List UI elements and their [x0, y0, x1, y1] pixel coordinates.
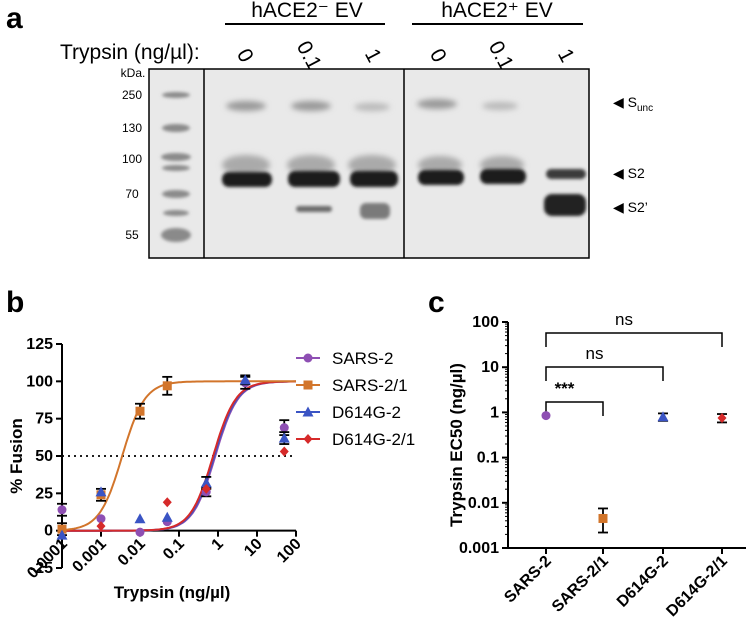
legend-label: D614G-2/1 — [332, 430, 415, 449]
y-tick-label: 0 — [44, 523, 53, 540]
y-tick-label: 1 — [490, 404, 499, 421]
lane-label: 0 — [232, 45, 258, 66]
panel-a-letter: a — [6, 2, 23, 35]
y-tick-label: 10 — [481, 359, 499, 376]
lane-label: 1 — [360, 45, 386, 66]
marker-label: 250 — [122, 88, 142, 102]
group-right-label: hACE2⁺ EV — [441, 0, 552, 22]
significance-label: ns — [615, 310, 633, 329]
panel-b-letter: b — [6, 286, 24, 319]
marker-label: 130 — [122, 121, 142, 135]
sample-bands — [222, 99, 586, 219]
y-axis-title: Trypsin EC50 (ng/µl) — [447, 363, 466, 527]
fit-curve-sars-2-1 — [61, 380, 296, 531]
lane-label: 1 — [553, 45, 579, 66]
significance-bracket — [545, 366, 664, 381]
sunc-label: ◀ Sunc — [613, 94, 653, 114]
y-tick-label: 75 — [35, 411, 53, 428]
data-point — [201, 483, 211, 494]
y-tick-label: 100 — [26, 373, 53, 390]
data-point — [134, 513, 146, 524]
legend-marker — [303, 353, 313, 363]
data-point-sars-2 — [541, 411, 551, 421]
y-tick-label: 125 — [26, 336, 53, 353]
legend-label: SARS-2/1 — [332, 376, 408, 395]
data-point — [57, 524, 67, 534]
x-tick-label: 0.1 — [160, 535, 188, 563]
legend-label: D614G-2 — [332, 403, 401, 422]
significance-label: *** — [555, 379, 575, 398]
panel-c-letter: c — [428, 286, 445, 319]
x-tick-label: SARS-2/1 — [549, 553, 612, 616]
x-tick-label: 0.001 — [69, 535, 109, 575]
data-point — [161, 511, 173, 522]
ec50-chart: 0.001 0.01 0.1 1 10 100 Trypsin EC50 (ng/µl) SA… — [447, 310, 746, 620]
marker-label: 55 — [125, 228, 139, 242]
data-point — [56, 529, 68, 540]
data-point — [162, 497, 172, 508]
data-point — [200, 477, 212, 488]
trypsin-label: Trypsin (ng/µl): — [60, 41, 200, 64]
legend-marker — [303, 380, 313, 390]
data-point — [57, 505, 67, 515]
y-tick-label: 25 — [35, 485, 53, 502]
x-tick-label: 1 — [209, 535, 227, 553]
data-point — [278, 432, 290, 443]
x-tick-label: D614G-2 — [614, 553, 672, 611]
x-tick-label: SARS-2 — [501, 553, 555, 607]
western-blot — [148, 68, 590, 259]
data-point — [162, 381, 172, 391]
kda-label: kDa. — [121, 66, 146, 80]
significance-bracket — [545, 401, 604, 416]
group-left-label: hACE2⁻ EV — [251, 0, 362, 22]
y-tick-label: 50 — [35, 448, 53, 465]
data-point-sars-2-1 — [598, 513, 608, 523]
y-tick-label: 0.01 — [468, 495, 499, 512]
significance-bracket — [545, 332, 723, 347]
y-axis-title: % Fusion — [7, 418, 26, 494]
data-point — [279, 446, 289, 457]
data-point-d614g-2 — [657, 411, 669, 422]
x-tick-label: 0.01 — [115, 535, 149, 569]
y-tick-label: 0.001 — [459, 540, 499, 557]
y-tick-label: 100 — [472, 314, 499, 331]
ladder-lane — [161, 92, 191, 242]
legend-marker — [302, 406, 314, 417]
data-point — [135, 406, 145, 416]
y-tick-label: -25 — [30, 560, 53, 577]
data-point — [96, 521, 106, 532]
blot-border — [148, 68, 590, 259]
legend-marker — [303, 434, 313, 444]
y-tick-label: 0.1 — [477, 450, 499, 467]
x-tick-label: 100 — [274, 535, 305, 566]
significance-label: ns — [586, 344, 604, 363]
marker-labels: 250 130 100 70 55 — [122, 88, 142, 242]
lane-label: 0 — [425, 45, 451, 66]
data-point — [95, 486, 107, 497]
x-tick-label: D614G-2/1 — [663, 553, 730, 620]
marker-label: 100 — [122, 152, 142, 166]
data-point-d614g-2-1 — [717, 413, 727, 424]
x-tick-label: 10 — [241, 535, 266, 560]
legend-label: SARS-2 — [332, 349, 393, 368]
panel-c: c 0.001 0.01 0.1 1 10 100 Trypsin EC50 (ng/µl)… — [428, 286, 746, 620]
data-point — [279, 423, 289, 433]
panel-a: a hACE2⁻ EV hACE2⁺ EV Trypsin (ng/µl): 0… — [6, 0, 653, 259]
data-point — [239, 374, 251, 385]
data-point — [135, 527, 145, 537]
x-axis-title: Trypsin (ng/µl) — [114, 583, 231, 602]
s2-label: ◀ S2 — [613, 165, 645, 181]
data-point — [96, 514, 106, 524]
s2-prime-label: ◀ S2’ — [613, 199, 648, 215]
marker-label: 70 — [125, 187, 139, 201]
